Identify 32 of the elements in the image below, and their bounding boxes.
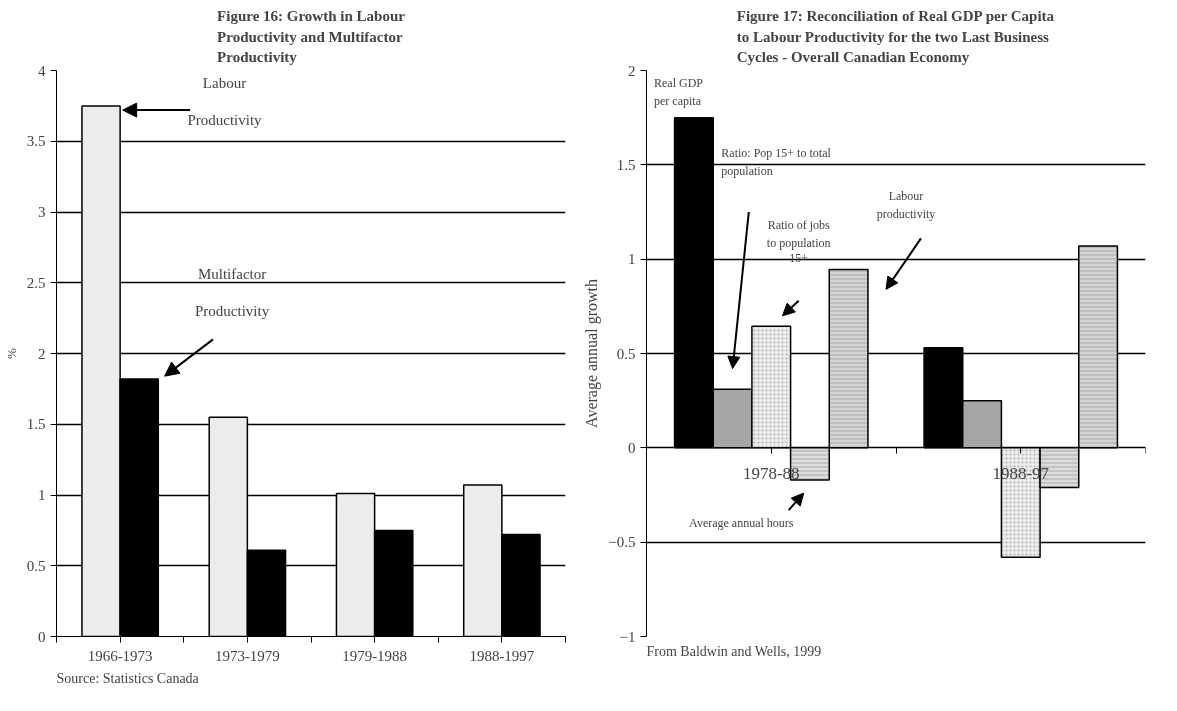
annotation: Ratio: Pop 15+ to total population xyxy=(721,145,832,179)
y-tick-label: 1 xyxy=(38,487,46,503)
y-tick-label: 1.5 xyxy=(616,156,636,173)
y-tick-label: 1.5 xyxy=(26,416,46,433)
y-tick-label: −0.5 xyxy=(608,534,636,551)
y-tick-label: 0.5 xyxy=(616,345,636,362)
y-tick-label: 2 xyxy=(38,345,46,362)
x-tick-label: 1973-1979 xyxy=(214,647,280,664)
x-tick-label: 1966-1973 xyxy=(87,647,153,664)
annotation: Average annual hours xyxy=(689,515,794,530)
series-label: Real GDP per capita xyxy=(653,76,704,109)
annotation: Labour productivity xyxy=(876,189,936,222)
text: Multifactor Productivity xyxy=(195,265,270,319)
source-note: Source: Statistics Canada xyxy=(56,670,200,686)
y-tick-label: −1 xyxy=(619,628,636,645)
text: From Baldwin and Wells, 1999 xyxy=(646,643,822,659)
y-tick-label: 0 xyxy=(628,439,636,456)
y-tick-label: 2.5 xyxy=(26,274,46,291)
y-tick-label: 2 xyxy=(628,62,636,79)
chart-title: Figure 16: Growth in Labour Productivity and Multifactor Productivity xyxy=(217,7,406,66)
chart-title: Figure 17: Reconciliation of Real GDP per Capita to Labour Productivity for the two Last Business Cycles - Overall Canadian Economy xyxy=(736,7,1055,66)
y-tick-label: 1 xyxy=(628,251,636,268)
y-tick-label: 4 xyxy=(38,62,46,79)
y-tick-label: 0 xyxy=(38,628,46,645)
y-tick-label: 3 xyxy=(38,204,46,220)
y-axis-title: Average annual growth xyxy=(583,279,602,428)
y-axis-title: % xyxy=(3,347,19,359)
text: Labour Productivity xyxy=(187,74,262,128)
y-tick-label: 0.5 xyxy=(26,557,46,574)
x-tick-label: 1988-1997 xyxy=(469,647,535,664)
x-tick-label: 1979-1988 xyxy=(342,647,408,664)
y-tick-label: 3.5 xyxy=(26,133,46,150)
